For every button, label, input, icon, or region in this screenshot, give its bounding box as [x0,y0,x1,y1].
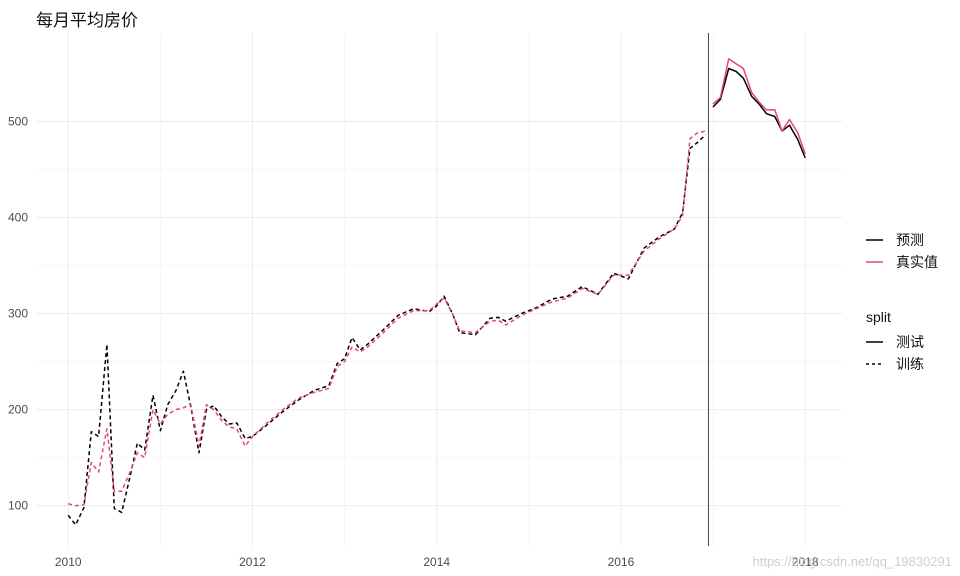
legend-split-title: split [866,309,891,325]
legend: 预测 真实值 split 测试 训练 [866,233,938,373]
y-tick-label: 100 [8,499,28,513]
legend-label-test: 测试 [896,335,924,351]
x-tick-label: 2016 [608,555,635,569]
series-line-pred-train [67,134,707,526]
y-tick-label: 300 [8,307,28,321]
y-tick-label: 500 [8,114,28,128]
series-line-actual-test [712,58,806,155]
legend-label-pred: 预测 [896,233,924,249]
series-layer [67,58,806,526]
y-axis-tick-labels: 100 200 300 400 500 [8,114,28,512]
chart-title: 每月平均房价 [36,11,138,31]
x-tick-label: 2012 [239,555,266,569]
legend-label-actual: 真实值 [896,255,938,271]
minor-gridlines [36,33,842,546]
series-line-actual-train [68,130,706,507]
x-tick-label: 2010 [55,555,82,569]
x-tick-label: 2018 [792,555,819,569]
series-line-pred-test [712,67,806,159]
x-axis-tick-labels: 2010 2012 2014 2016 2018 [55,555,819,569]
x-tick-label: 2014 [423,555,450,569]
y-tick-label: 200 [8,403,28,417]
watermark-text: https://blog.csdn.net/qq_19830291 [753,554,953,569]
legend-label-train: 训练 [896,357,924,373]
major-gridlines [36,33,842,546]
y-tick-label: 400 [8,210,28,224]
